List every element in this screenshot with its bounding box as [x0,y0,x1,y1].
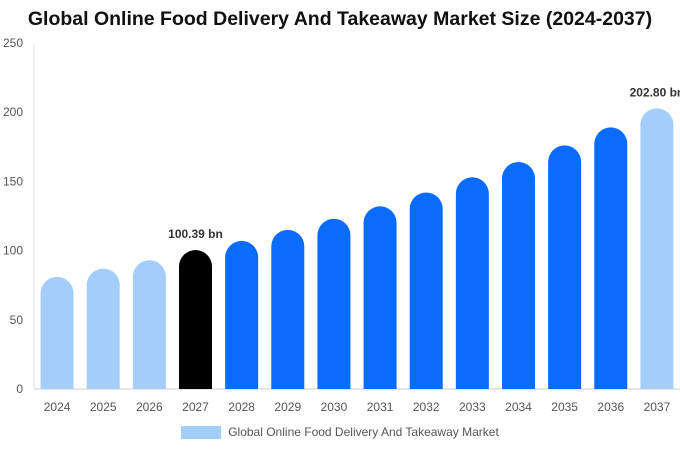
bar-2034 [502,162,535,389]
x-tick-label: 2035 [551,400,578,414]
x-tick-label: 2033 [459,400,486,414]
x-tick-label: 2032 [413,400,440,414]
chart-title: Global Online Food Delivery And Takeaway… [27,8,653,30]
legend: Global Online Food Delivery And Takeaway… [0,425,680,439]
bar-2033 [455,177,489,389]
x-tick-label: 2030 [321,400,348,414]
bar-2026 [132,260,166,389]
y-tick-label: 50 [10,313,24,327]
bar-2035 [548,145,582,389]
y-tick-label: 100 [3,244,23,258]
x-tick-label: 2026 [136,400,163,414]
x-tick-label: 2031 [367,400,394,414]
bar-2036 [594,127,628,389]
legend-label: Global Online Food Delivery And Takeaway… [228,425,499,439]
y-tick-label: 200 [3,105,23,119]
x-tick-label: 2027 [182,400,209,414]
bar-2025 [86,268,120,389]
bar-2028 [225,240,259,389]
x-tick-label: 2024 [44,400,71,414]
y-tick-label: 250 [3,36,23,50]
y-tick-label: 150 [3,174,23,188]
bar-2037 [640,108,674,390]
bar-2029 [271,229,305,389]
data-label: 202.80 bn [630,85,680,99]
bar-2032 [409,192,443,389]
x-tick-label: 2025 [90,400,117,414]
x-tick-label: 2028 [228,400,255,414]
bar-2030 [317,218,351,389]
x-tick-label: 2029 [274,400,301,414]
x-tick-label: 2034 [505,400,532,414]
bar-2031 [363,206,397,389]
bar-2024 [40,276,74,389]
x-tick-label: 2037 [644,400,671,414]
x-tick-label: 2036 [597,400,624,414]
legend-swatch [181,425,222,439]
bar-2027 [179,250,212,389]
y-tick-label: 0 [16,382,23,396]
data-label: 100.39 bn [168,227,223,241]
